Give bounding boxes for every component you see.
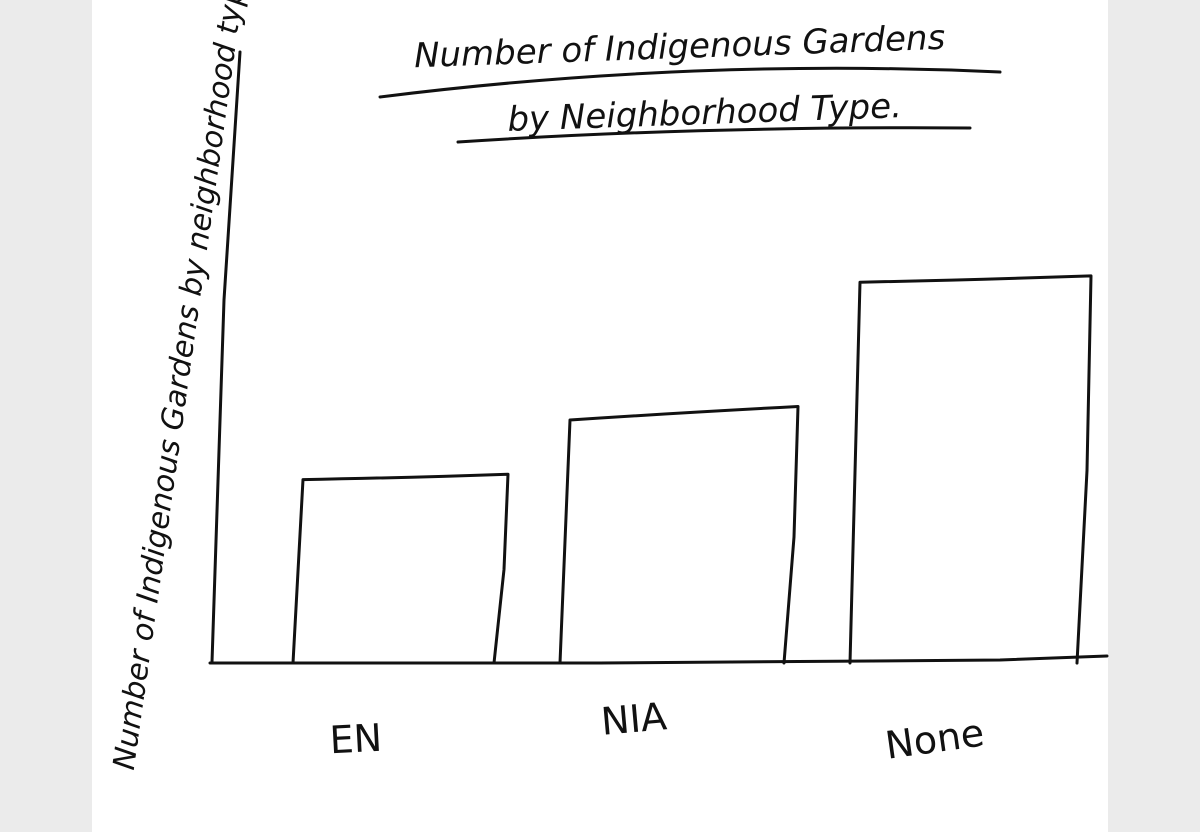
x-tick-label-en: EN — [328, 716, 383, 763]
subtitle-underline — [456, 126, 972, 144]
x-axis — [208, 654, 1109, 665]
bar-none — [848, 274, 1093, 665]
x-tick-label-none: None — [883, 710, 987, 767]
y-axis — [210, 50, 242, 664]
bar-nia — [558, 405, 800, 665]
y-axis-label: Number of Indigenous Gardens by neighbor… — [107, 0, 254, 772]
title-underline — [378, 66, 1002, 99]
x-tick-label-nia: NIA — [599, 694, 668, 744]
bar-en — [291, 472, 510, 665]
paper-sheet — [92, 0, 1108, 832]
